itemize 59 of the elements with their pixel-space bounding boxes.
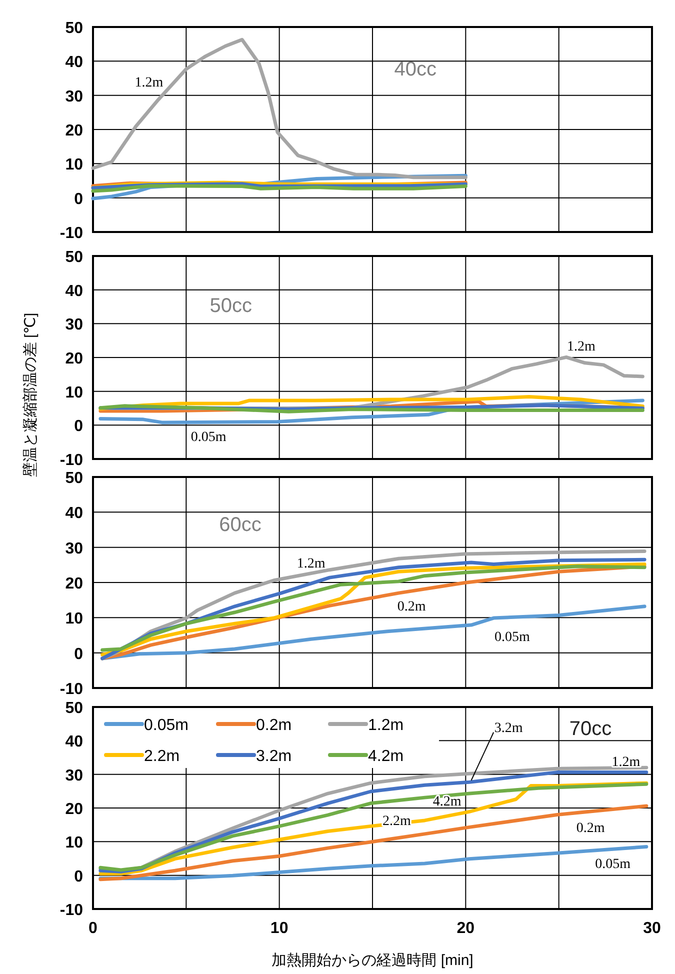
legend-label: 0.2m [256, 717, 292, 734]
legend-label: 4.2m [368, 748, 404, 765]
annotation: 3.2m [494, 721, 523, 736]
annotation: 0.05m [494, 630, 530, 645]
legend-label: 1.2m [368, 717, 404, 734]
y-tick-label: -10 [60, 681, 84, 698]
legend-label: 0.05m [144, 717, 188, 734]
y-tick-label: 10 [65, 156, 84, 174]
annotation: 0.05m [190, 430, 226, 445]
y-tick-label: 50 [65, 249, 84, 266]
x-tick-label: 20 [456, 920, 475, 937]
annotation: 0.2m [397, 600, 426, 615]
annotation: 1.2m [296, 556, 326, 572]
y-tick-label: 40 [65, 734, 84, 751]
y-tick-label: 0 [74, 646, 84, 663]
y-tick-label: 40 [65, 282, 84, 300]
legend-label: 3.2m [256, 748, 292, 765]
annotation: 0.2m [576, 820, 605, 836]
y-axis-title: 壁温と凝縮部温の差 [℃] [22, 312, 39, 478]
x-tick-label: 10 [270, 920, 288, 937]
y-tick-label: 10 [65, 610, 84, 628]
y-tick-label: 10 [65, 834, 84, 852]
x-tick-label: 30 [643, 920, 661, 937]
annotation: 0.05m [595, 856, 631, 872]
y-tick-label: 30 [65, 88, 84, 106]
y-tick-label: 20 [65, 350, 84, 368]
y-tick-label: 40 [65, 54, 84, 72]
y-tick-label: 0 [74, 190, 84, 208]
annotation: 1.2m [567, 340, 596, 355]
text: 60cc [219, 514, 262, 536]
y-tick-label: 0 [74, 868, 84, 886]
y-tick-label: 30 [65, 540, 84, 558]
annotation: 4.2m [432, 794, 462, 810]
line-series [98, 844, 648, 880]
text: 50cc [210, 295, 252, 318]
y-tick-label: 0 [74, 418, 84, 436]
text: 40cc [394, 58, 436, 80]
line-series [98, 395, 644, 411]
y-tick-label: 20 [65, 801, 84, 818]
y-tick-label: -10 [60, 225, 84, 242]
text: 70cc [569, 718, 612, 740]
y-tick-label: 20 [65, 576, 84, 592]
x-axis-title: 加熱開始からの経過時間 [min] [272, 952, 474, 969]
annotation: 1.2m [612, 754, 640, 770]
line-series [98, 804, 648, 882]
line-series [91, 38, 468, 180]
y-tick-label: 40 [65, 505, 84, 522]
y-tick-label: 10 [65, 384, 84, 402]
y-tick-label: 50 [65, 700, 84, 717]
y-tick-label: -10 [60, 452, 84, 469]
legend-label: 2.2m [144, 748, 180, 765]
annotation: 1.2m [134, 76, 164, 91]
y-tick-label: 50 [65, 470, 84, 487]
y-tick-label: 30 [65, 316, 84, 334]
y-tick-label: 50 [65, 20, 84, 37]
x-tick-label: 0 [88, 920, 98, 937]
y-tick-label: 20 [65, 122, 84, 140]
y-tick-label: -10 [60, 902, 84, 919]
y-tick-label: 30 [65, 767, 84, 784]
